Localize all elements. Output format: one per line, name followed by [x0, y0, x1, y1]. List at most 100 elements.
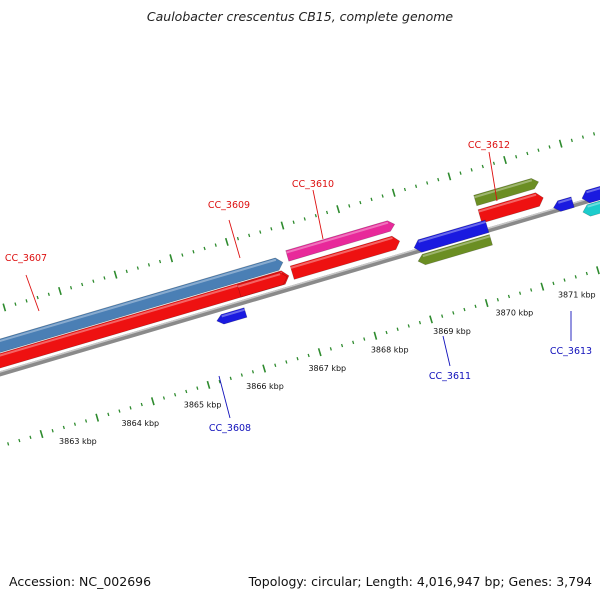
cds-cc-3614-arrow-shine [586, 187, 600, 194]
lower-scale-tick [329, 347, 332, 351]
cds-cc-3608-arrow-shine [221, 308, 245, 318]
lower-scale-tick [585, 271, 588, 276]
upper-scale-tick [403, 187, 407, 192]
lower-scale-tick [373, 331, 378, 340]
scale-tick-label: 3863 kbp [59, 437, 97, 446]
upper-scale-tick [570, 138, 573, 143]
cds-cc-3610-gene-bar-shine [286, 221, 389, 254]
lower-scale-tick [407, 324, 410, 328]
lower-scale-tick [129, 406, 132, 410]
lower-scale-tick [18, 438, 21, 443]
upper-scale-tick [325, 210, 329, 215]
cds-cc-3612-arrow [477, 192, 544, 224]
genome-stats-label: Topology: circular; Length: 4,016,947 bp… [248, 574, 592, 589]
upper-scale-tick [492, 161, 496, 165]
cds-cc-3613-arrow-shine [558, 197, 572, 204]
lower-scale-tick [107, 412, 110, 417]
gene-label-leader [312, 189, 324, 240]
lower-scale-tick [363, 337, 366, 341]
lower-scale-tick [240, 373, 243, 377]
label-layer: CC_3607 CC_3608 CC_3609 CC_3610 CC_3611 CC_36… [5, 140, 592, 434]
lower-scale-tick [73, 422, 77, 426]
upper-scale-tick [58, 286, 62, 296]
scale-tick-label: 3866 kbp [246, 382, 284, 391]
upper-scale-tick [236, 236, 240, 241]
upper-scale-tick [548, 145, 551, 149]
lower-scale-tick [51, 429, 54, 433]
cds-cc-3611-gene-bar [417, 234, 493, 266]
lower-scale-tick [7, 442, 10, 446]
lower-scale-tick [352, 340, 355, 345]
gene-label-cc-3611: CC_3611 [429, 371, 471, 382]
cds-cc-3614-gene-bar [582, 200, 600, 217]
upper-scale-tick [426, 181, 429, 185]
upper-scale-tick [2, 303, 7, 312]
lower-scale-tick [474, 304, 477, 308]
cds-cc-3610-arrow [289, 235, 401, 280]
lower-scale-tick [196, 386, 199, 390]
tick-layer [2, 132, 600, 446]
upper-scale-tick [259, 230, 262, 234]
cds-cc-3612-arrow-shine [478, 193, 537, 213]
scale-tick-label: 3868 kbp [371, 345, 409, 354]
lower-scale-tick [29, 435, 32, 439]
gene-label-cc-3607: CC_3607 [5, 253, 47, 264]
lower-scale-tick [385, 330, 388, 335]
lower-scale-tick [552, 281, 555, 286]
gene-label-leader [218, 375, 231, 419]
upper-scale-tick [348, 204, 351, 208]
upper-scale-tick [25, 299, 28, 303]
upper-scale-tick [359, 200, 362, 205]
lower-scale-tick [62, 425, 65, 430]
upper-scale-tick [181, 253, 184, 257]
upper-scale-tick [459, 171, 462, 175]
upper-scale-tick [303, 217, 306, 221]
lower-scale-tick [574, 275, 577, 279]
upper-scale-tick [36, 295, 39, 300]
upper-scale-tick [470, 168, 473, 172]
upper-scale-tick [391, 188, 396, 197]
upper-scale-tick [370, 197, 373, 202]
upper-scale-tick [558, 139, 563, 148]
cds-cc-3613-arrow [553, 196, 575, 212]
lower-scale-tick [185, 389, 188, 394]
gene-label-cc-3609: CC_3609 [208, 200, 250, 211]
upper-scale-tick [526, 151, 529, 156]
lower-scale-tick [218, 379, 221, 384]
lower-scale-tick [563, 278, 566, 282]
lower-scale-tick [484, 298, 489, 308]
upper-scale-tick [537, 148, 540, 152]
upper-scale-tick [270, 227, 273, 231]
upper-scale-tick [169, 254, 174, 263]
gene-label-leader [488, 151, 498, 202]
lower-scale-tick [140, 402, 143, 407]
scale-tick-label: 3869 kbp [433, 327, 471, 336]
lower-scale-tick [118, 409, 121, 413]
upper-scale-tick [481, 164, 484, 169]
gene-label-cc-3610: CC_3610 [292, 179, 334, 190]
lower-scale-tick [396, 327, 399, 331]
lower-scale-tick [95, 413, 100, 422]
cds-cc-3610-arrow-shine [290, 237, 393, 269]
lower-scale-tick [162, 396, 166, 400]
upper-scale-tick [292, 220, 295, 224]
cds-cc-3610-gene-bar [285, 220, 396, 262]
upper-scale-tick [503, 155, 507, 165]
upper-scale-tick [158, 259, 162, 264]
lower-scale-tick [540, 282, 545, 291]
upper-scale-tick [92, 279, 95, 283]
feature-layer [0, 178, 600, 369]
lower-scale-tick [418, 320, 422, 325]
upper-scale-tick [224, 237, 229, 246]
cds-cc-3607-arrow-shine [0, 271, 283, 357]
upper-scale-tick [515, 155, 518, 159]
upper-scale-tick [592, 132, 596, 136]
upper-scale-tick [581, 135, 585, 139]
upper-scale-tick [69, 286, 73, 290]
lower-scale-tick [429, 315, 433, 324]
map-title: Caulobacter crescentus CB15, complete ge… [146, 9, 454, 24]
lower-scale-tick [307, 353, 310, 358]
upper-scale-tick [314, 214, 317, 218]
